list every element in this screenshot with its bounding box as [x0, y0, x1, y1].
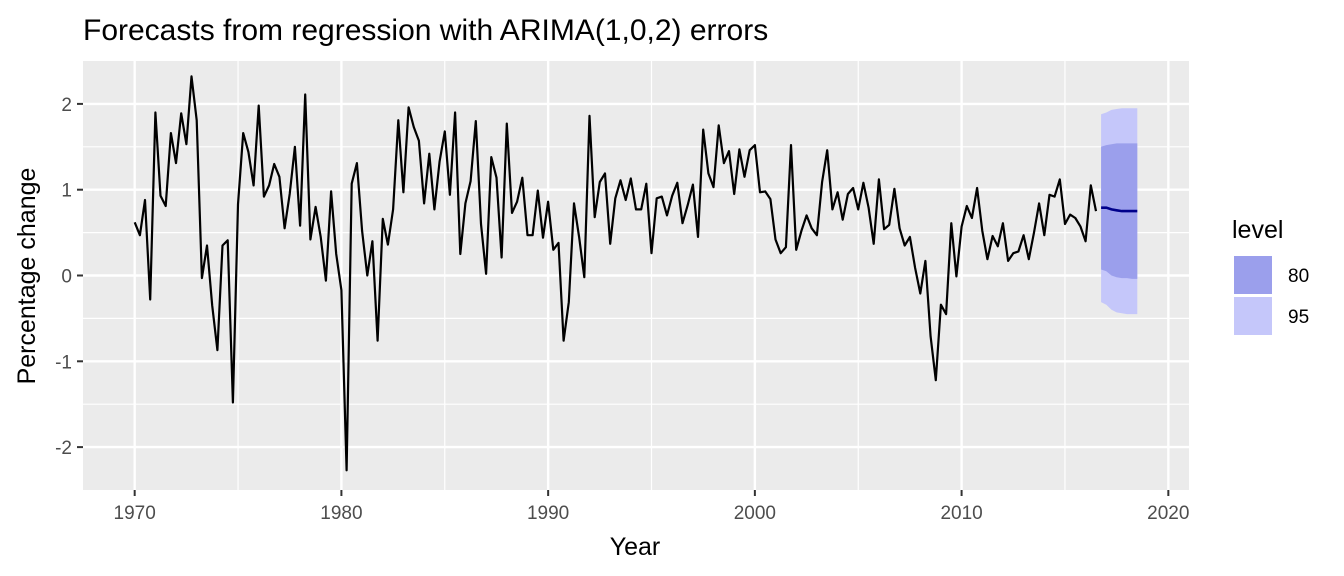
y-axis: -2 -1 0 1 2 [55, 95, 83, 459]
series-lines [133, 75, 1138, 472]
legend-key-80 [1234, 256, 1272, 294]
x-tick-label: 2010 [940, 503, 982, 524]
legend: level 80 95 [1232, 216, 1309, 335]
y-tick-label: 2 [61, 95, 72, 116]
y-axis-title: Percentage change [13, 168, 41, 385]
y-tick-label: 1 [61, 181, 72, 202]
y-tick-label: 0 [61, 267, 72, 288]
legend-label-80: 80 [1288, 266, 1309, 287]
y-tick-label: -1 [55, 352, 72, 373]
major-gridlines [83, 61, 1189, 490]
x-tick-label: 1980 [320, 503, 362, 524]
x-axis-title: Year [610, 533, 661, 561]
x-tick-label: 1970 [114, 503, 156, 524]
y-tick-label: -2 [55, 438, 72, 459]
legend-label-95: 95 [1288, 307, 1309, 328]
x-tick-label: 1990 [527, 503, 569, 524]
x-tick-label: 2000 [734, 503, 776, 524]
legend-key-95 [1234, 297, 1272, 335]
x-axis: 1970 1980 1990 2000 2010 2020 [114, 490, 1189, 524]
x-tick-label: 2020 [1147, 503, 1189, 524]
historical-series-line [133, 75, 1098, 472]
chart-title: Forecasts from regression with ARIMA(1,0… [83, 14, 768, 47]
legend-title: level [1232, 216, 1283, 244]
forecast-mean-line [1101, 206, 1138, 213]
